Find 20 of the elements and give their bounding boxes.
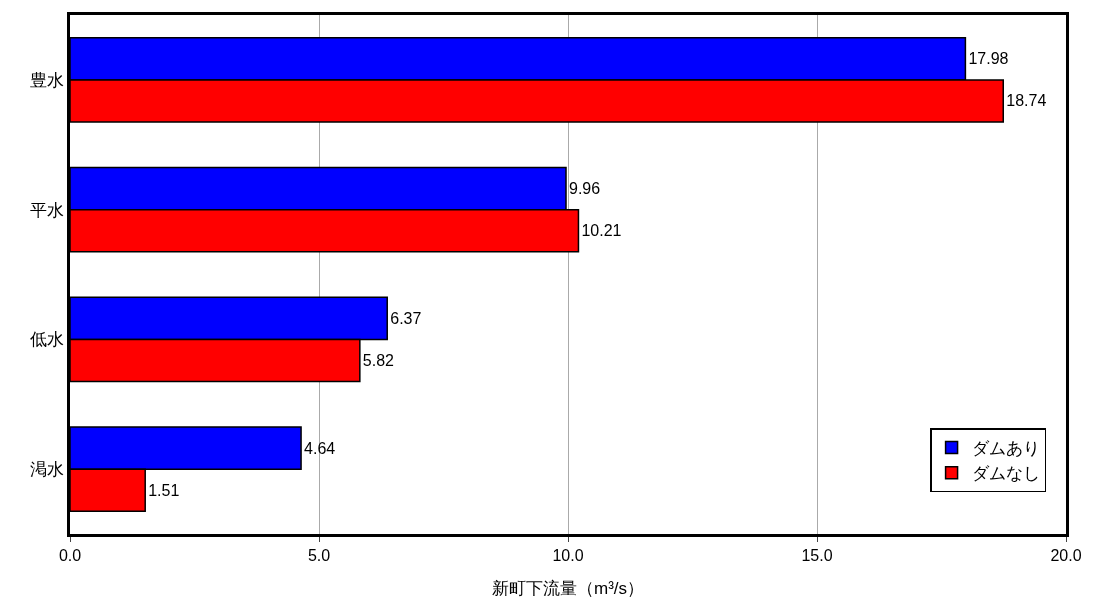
legend-label: ダムなし <box>971 464 1040 484</box>
data-label: 9.96 <box>569 180 601 198</box>
data-label: 18.74 <box>1006 92 1047 110</box>
x-axis-title: 新町下流量（m³/s） <box>491 579 645 599</box>
data-label: 4.64 <box>304 439 336 457</box>
y-tick-label: 豊水 <box>29 70 64 90</box>
y-tick-label: 平水 <box>29 200 64 220</box>
x-tick-label: 10.0 <box>552 546 584 564</box>
data-label: 5.82 <box>362 351 395 369</box>
data-label: 10.21 <box>581 222 622 240</box>
x-tick-label: 0.0 <box>58 546 82 564</box>
data-label: 1.51 <box>148 481 180 499</box>
x-tick-label: 5.0 <box>307 546 331 564</box>
legend-label: ダムあり <box>971 439 1040 459</box>
data-label: 17.98 <box>968 50 1009 68</box>
x-tick-label: 20.0 <box>1050 546 1082 564</box>
y-tick-label: 渇水 <box>29 460 64 480</box>
y-tick-label: 低水 <box>29 330 64 350</box>
data-label: 6.37 <box>390 309 422 327</box>
x-tick-label: 15.0 <box>801 546 833 564</box>
